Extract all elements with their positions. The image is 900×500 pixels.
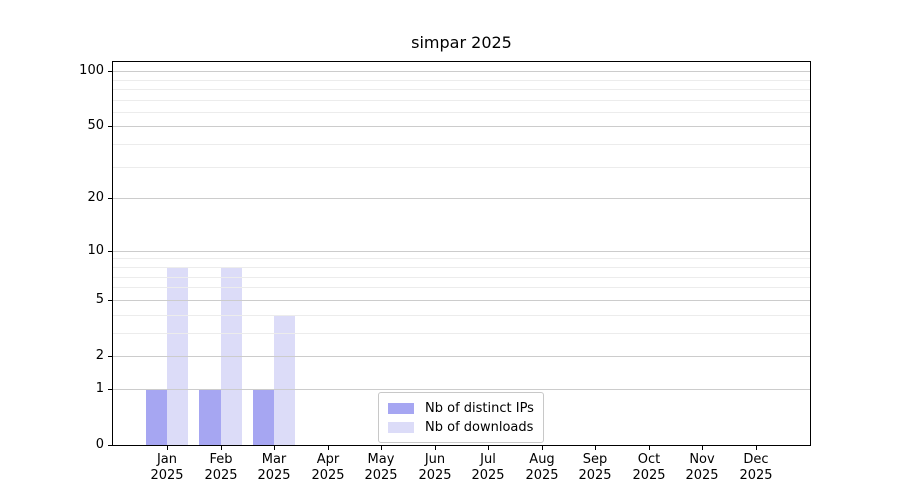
x-tick [167, 446, 168, 450]
y-tick-label: 0 [95, 437, 104, 452]
x-tick-month: Jul [480, 452, 496, 467]
y-tick [108, 300, 112, 301]
y-gridline-major [113, 71, 810, 72]
x-tick-label-oct: Oct 2025 [617, 452, 681, 484]
y-tick-label: 1 [95, 381, 104, 396]
y-tick [108, 445, 112, 446]
y-gridline-minor [113, 80, 810, 81]
x-tick-label-apr: Apr 2025 [296, 452, 360, 484]
x-tick [756, 446, 757, 450]
bar-distinct-ips-mar [252, 388, 275, 445]
x-tick-year: 2025 [471, 468, 505, 483]
y-gridline-minor [113, 315, 810, 316]
bar-distinct-ips-feb [199, 388, 221, 445]
y-gridline-minor [113, 144, 810, 145]
x-tick [702, 446, 703, 450]
legend: Nb of distinct IPs Nb of downloads [378, 392, 544, 443]
y-gridline-major [113, 300, 810, 301]
y-gridline-major [113, 198, 810, 199]
x-tick-month: Nov [689, 452, 715, 467]
x-tick-label-jul: Jul 2025 [456, 452, 520, 484]
x-tick-label-jan: Jan 2025 [135, 452, 199, 484]
y-tick [108, 198, 112, 199]
x-tick-year: 2025 [418, 468, 452, 483]
legend-swatch-distinct-ips-icon [388, 402, 414, 414]
bar-downloads-feb [220, 266, 242, 445]
x-tick-year: 2025 [364, 468, 398, 483]
y-tick-label: 10 [87, 243, 104, 258]
x-tick-year: 2025 [150, 468, 184, 483]
x-tick-month: Jun [424, 452, 446, 467]
x-tick-year: 2025 [311, 468, 345, 483]
y-tick-label: 2 [95, 348, 104, 363]
y-tick-label: 20 [87, 190, 104, 205]
y-gridline-minor [113, 333, 810, 334]
y-gridline-major [113, 389, 810, 390]
x-tick [542, 446, 543, 450]
y-gridline-major [113, 126, 810, 127]
y-tick [108, 251, 112, 252]
y-tick [108, 126, 112, 127]
legend-item-downloads: Nb of downloads [388, 418, 534, 436]
x-tick-label-sep: Sep 2025 [563, 452, 627, 484]
x-tick-month: Oct [637, 452, 661, 467]
x-tick-label-jun: Jun 2025 [403, 452, 467, 484]
x-tick [595, 446, 596, 450]
chart-title: simpar 2025 [411, 33, 512, 52]
y-gridline-minor [113, 89, 810, 90]
x-tick-year: 2025 [685, 468, 719, 483]
x-tick [328, 446, 329, 450]
x-tick-label-dec: Dec 2025 [724, 452, 788, 484]
x-tick-year: 2025 [739, 468, 773, 483]
x-tick [649, 446, 650, 450]
y-tick [108, 356, 112, 357]
y-gridline-minor [113, 112, 810, 113]
y-gridline-major [113, 251, 810, 252]
x-tick-month: Feb [209, 452, 233, 467]
legend-swatch-downloads-icon [388, 421, 414, 433]
legend-label-distinct-ips: Nb of distinct IPs [425, 400, 534, 416]
x-tick-year: 2025 [257, 468, 291, 483]
x-tick-month: Apr [316, 452, 340, 467]
y-gridline-minor [113, 258, 810, 259]
x-tick-label-mar: Mar 2025 [242, 452, 306, 484]
x-tick-month: Aug [529, 452, 555, 467]
bar-downloads-mar [274, 314, 296, 445]
x-tick-month: May [367, 452, 395, 467]
x-tick-month: Dec [743, 452, 769, 467]
y-tick-label: 50 [87, 118, 104, 133]
x-tick-month: Jan [156, 452, 178, 467]
x-tick-year: 2025 [632, 468, 666, 483]
x-tick [274, 446, 275, 450]
x-tick-year: 2025 [525, 468, 559, 483]
x-tick-label-nov: Nov 2025 [670, 452, 734, 484]
x-tick-label-aug: Aug 2025 [510, 452, 574, 484]
x-tick-year: 2025 [204, 468, 238, 483]
x-tick [435, 446, 436, 450]
x-tick [381, 446, 382, 450]
y-tick [108, 389, 112, 390]
legend-item-distinct-ips: Nb of distinct IPs [388, 399, 534, 417]
legend-label-downloads: Nb of downloads [425, 419, 534, 435]
plot-area [112, 61, 811, 446]
y-gridline-minor [113, 167, 810, 168]
y-gridline-major [113, 356, 810, 357]
x-tick [221, 446, 222, 450]
x-tick [488, 446, 489, 450]
x-tick-month: Mar [261, 452, 287, 467]
y-gridline-minor [113, 287, 810, 288]
x-tick-year: 2025 [578, 468, 612, 483]
y-tick [108, 71, 112, 72]
y-gridline-minor [113, 277, 810, 278]
y-gridline-minor [113, 100, 810, 101]
x-tick-label-feb: Feb 2025 [189, 452, 253, 484]
y-tick-label: 5 [95, 292, 104, 307]
bar-distinct-ips-jan [145, 388, 167, 445]
bar-downloads-jan [167, 266, 189, 445]
y-tick-label: 100 [79, 63, 104, 78]
x-tick-label-may: May 2025 [349, 452, 413, 484]
y-gridline-minor [113, 267, 810, 268]
x-tick-month: Sep [582, 452, 608, 467]
